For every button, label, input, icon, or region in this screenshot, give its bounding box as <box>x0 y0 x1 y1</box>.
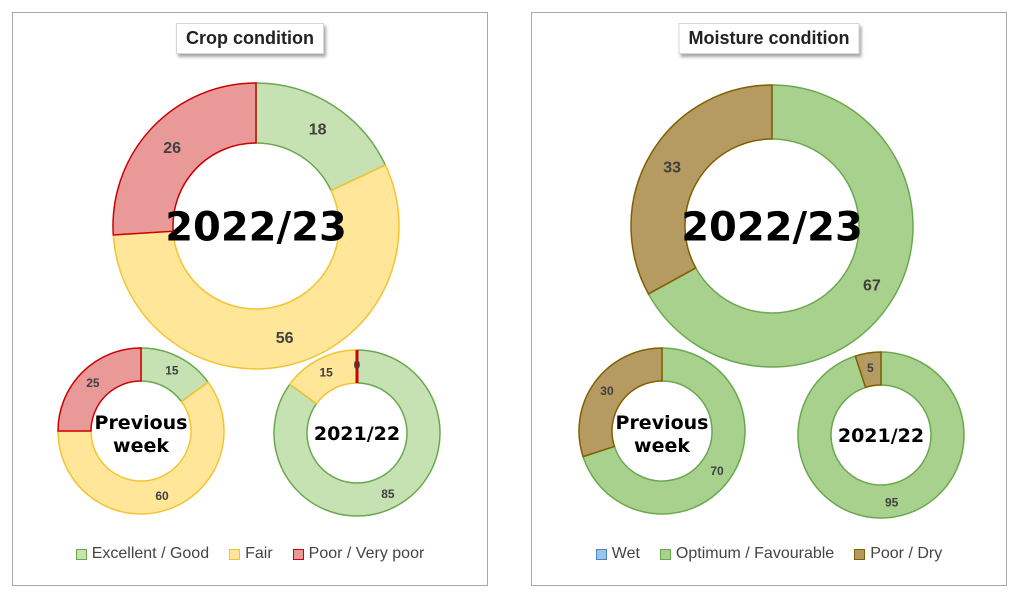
data-label: 5 <box>867 361 874 375</box>
slice-optimum-favourable <box>647 84 914 368</box>
data-label: 56 <box>276 330 294 347</box>
slice-poor-dry <box>578 347 663 458</box>
slice-optimum-favourable <box>582 347 746 515</box>
legend-label: Excellent / Good <box>91 545 210 562</box>
legend-swatch <box>595 548 607 560</box>
data-label: 60 <box>155 489 169 503</box>
moisture-condition-legend: Wet Optimum / Favourable Poor / Dry <box>532 545 1006 563</box>
center-label: 2021/22 <box>314 423 400 445</box>
legend-swatch <box>659 548 671 560</box>
center-label: Previous week <box>95 412 188 457</box>
legend-item-fair: Fair <box>229 545 273 563</box>
crop-condition-legend: Excellent / Good Fair Poor / Very poor <box>13 545 487 563</box>
legend-swatch <box>229 548 241 560</box>
data-label: 15 <box>165 364 179 378</box>
crop-condition-panel: Crop condition 18 56 26 2022/23 15 60 25 Previo… <box>12 12 488 586</box>
moisture-condition-title: Moisture condition <box>678 23 860 54</box>
donut-2021-22: 09552021/22 <box>797 351 965 519</box>
data-label: 33 <box>663 160 681 177</box>
data-label: 70 <box>710 464 724 478</box>
data-label: 25 <box>86 376 100 390</box>
slice-poor-dry <box>630 84 773 295</box>
center-label: Previous week <box>616 412 709 457</box>
data-label: 67 <box>863 278 881 295</box>
data-label: 15 <box>319 366 333 380</box>
data-label: 0 <box>354 358 361 372</box>
legend-label: Fair <box>245 545 273 562</box>
center-label: 2021/22 <box>838 425 924 447</box>
donut-2022-23: 18 56 26 2022/23 <box>112 82 400 370</box>
slice-optimum-favourable <box>797 351 965 519</box>
slice-poor-dry <box>854 351 882 389</box>
legend-swatch <box>292 548 304 560</box>
legend-label: Poor / Very poor <box>308 545 425 562</box>
slice-fair <box>57 381 225 515</box>
legend-swatch <box>75 548 87 560</box>
legend-item-poor-dry: Poor / Dry <box>854 545 942 563</box>
center-label: 2022/23 <box>165 204 347 250</box>
legend-label: Optimum / Favourable <box>675 545 835 562</box>
data-label: 26 <box>163 140 181 157</box>
data-label: 95 <box>885 495 899 509</box>
legend-item-optimum-favourable: Optimum / Favourable <box>659 545 835 563</box>
slice-excellent-good <box>273 349 441 517</box>
crop-condition-title: Crop condition <box>176 23 324 54</box>
donut-previous-week: 15 60 25 Previous week <box>57 347 225 515</box>
slice-poor-very-poor <box>112 82 257 236</box>
slice-poor-very-poor <box>57 347 142 432</box>
data-label: 18 <box>309 122 327 139</box>
moisture-condition-panel: Moisture condition -67332022/23-7030Prev… <box>531 12 1007 586</box>
donut-2021-22: 85 15 0 2021/22 <box>273 349 441 517</box>
legend-label: Poor / Dry <box>870 545 943 562</box>
legend-label: Wet <box>611 545 640 562</box>
legend-item-wet: Wet <box>595 545 640 563</box>
data-label: 85 <box>381 487 395 501</box>
slice-fair <box>112 164 400 370</box>
center-label: 2022/23 <box>681 204 863 250</box>
legend-item-poor-very-poor: Poor / Very poor <box>292 545 425 563</box>
crop-condition-charts: 18 56 26 2022/23 15 60 25 Previous week 85 15 0 2021… <box>57 82 441 517</box>
legend-swatch <box>854 548 866 560</box>
data-label: 30 <box>600 384 614 398</box>
legend-item-excellent-good: Excellent / Good <box>75 545 210 563</box>
